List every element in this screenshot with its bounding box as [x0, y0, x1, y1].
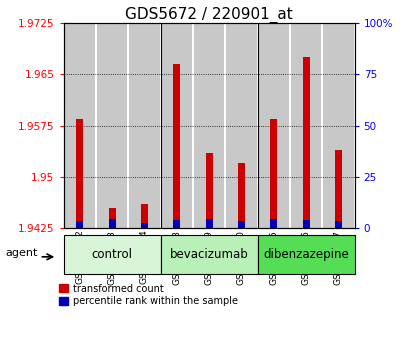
Bar [76, 119, 83, 228]
Bar [141, 204, 148, 228]
Bar [237, 163, 245, 228]
Bar [108, 219, 115, 228]
Text: dibenzazepine: dibenzazepine [263, 249, 348, 261]
Bar [290, 23, 321, 228]
Text: control: control [91, 249, 132, 261]
Legend: transformed count, percentile rank within the sample: transformed count, percentile rank withi… [55, 280, 241, 310]
Bar [193, 23, 224, 228]
Bar [334, 150, 341, 228]
Bar [302, 220, 309, 228]
Bar [322, 23, 353, 228]
Bar [63, 235, 160, 274]
Text: bevacizumab: bevacizumab [169, 249, 248, 261]
Bar [258, 23, 288, 228]
Bar [270, 119, 276, 228]
Text: agent: agent [5, 248, 37, 258]
Bar [205, 219, 212, 228]
Bar [257, 235, 354, 274]
Bar [173, 220, 180, 228]
Bar [141, 223, 148, 228]
Bar [161, 23, 192, 228]
Bar [237, 221, 245, 228]
Bar [173, 64, 180, 228]
Bar [160, 235, 257, 274]
Bar [270, 219, 276, 228]
Bar [225, 23, 256, 228]
Bar [205, 153, 212, 228]
Bar [129, 23, 160, 228]
Bar [302, 57, 309, 228]
Bar [76, 221, 83, 228]
Bar [334, 221, 341, 228]
Title: GDS5672 / 220901_at: GDS5672 / 220901_at [125, 7, 292, 23]
Bar [64, 23, 95, 228]
Bar [97, 23, 127, 228]
Bar [108, 208, 115, 228]
